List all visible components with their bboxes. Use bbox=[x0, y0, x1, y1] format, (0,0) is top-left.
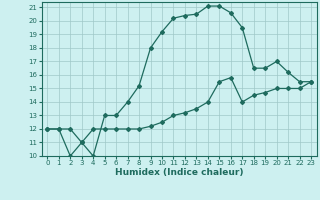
X-axis label: Humidex (Indice chaleur): Humidex (Indice chaleur) bbox=[115, 168, 244, 177]
